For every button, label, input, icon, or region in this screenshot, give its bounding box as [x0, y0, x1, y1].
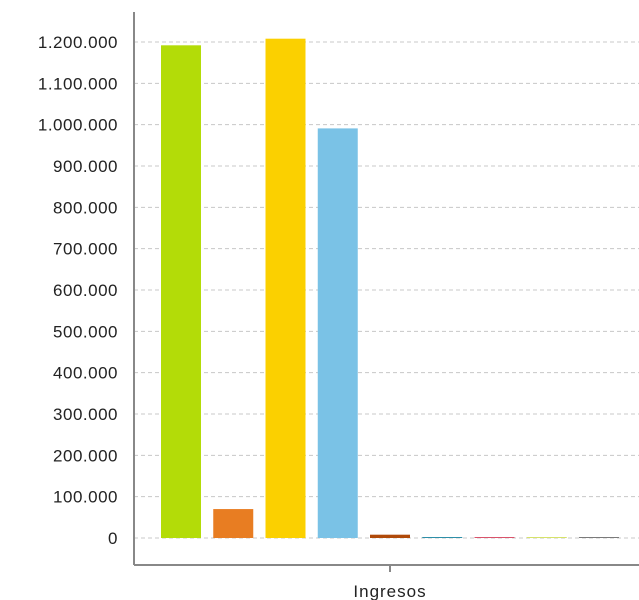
y-tick-label: 900.000: [53, 157, 118, 176]
y-tick-label: 600.000: [53, 281, 118, 300]
y-tick-labels: 0 100.000 200.000 300.000 400.000 500.000 600.…: [38, 33, 118, 548]
bar: [370, 534, 410, 538]
y-tick-label: 400.000: [53, 364, 118, 383]
bar: [265, 38, 306, 539]
y-tick-label: 1.000.000: [38, 116, 118, 135]
y-tick-label: 1.100.000: [38, 74, 118, 93]
bar: [579, 537, 619, 538]
y-tick-label: 800.000: [53, 198, 118, 217]
gridlines: [134, 41, 639, 539]
x-category-label: Ingresos: [353, 582, 426, 600]
y-tick-label: 500.000: [53, 322, 118, 341]
bar: [161, 45, 201, 538]
bar: [474, 537, 515, 538]
bar: [317, 128, 358, 539]
y-tick-label: 300.000: [53, 405, 118, 424]
y-tick-label: 1.200.000: [38, 33, 118, 52]
bars: [161, 38, 619, 539]
bar: [422, 537, 463, 538]
bar: [526, 537, 567, 538]
bar: [213, 509, 254, 538]
y-tick-label: 100.000: [53, 488, 118, 507]
axes: [133, 12, 639, 572]
y-tick-label: 700.000: [53, 240, 118, 259]
y-tick-label: 200.000: [53, 446, 118, 465]
y-tick-label: 0: [108, 529, 118, 548]
